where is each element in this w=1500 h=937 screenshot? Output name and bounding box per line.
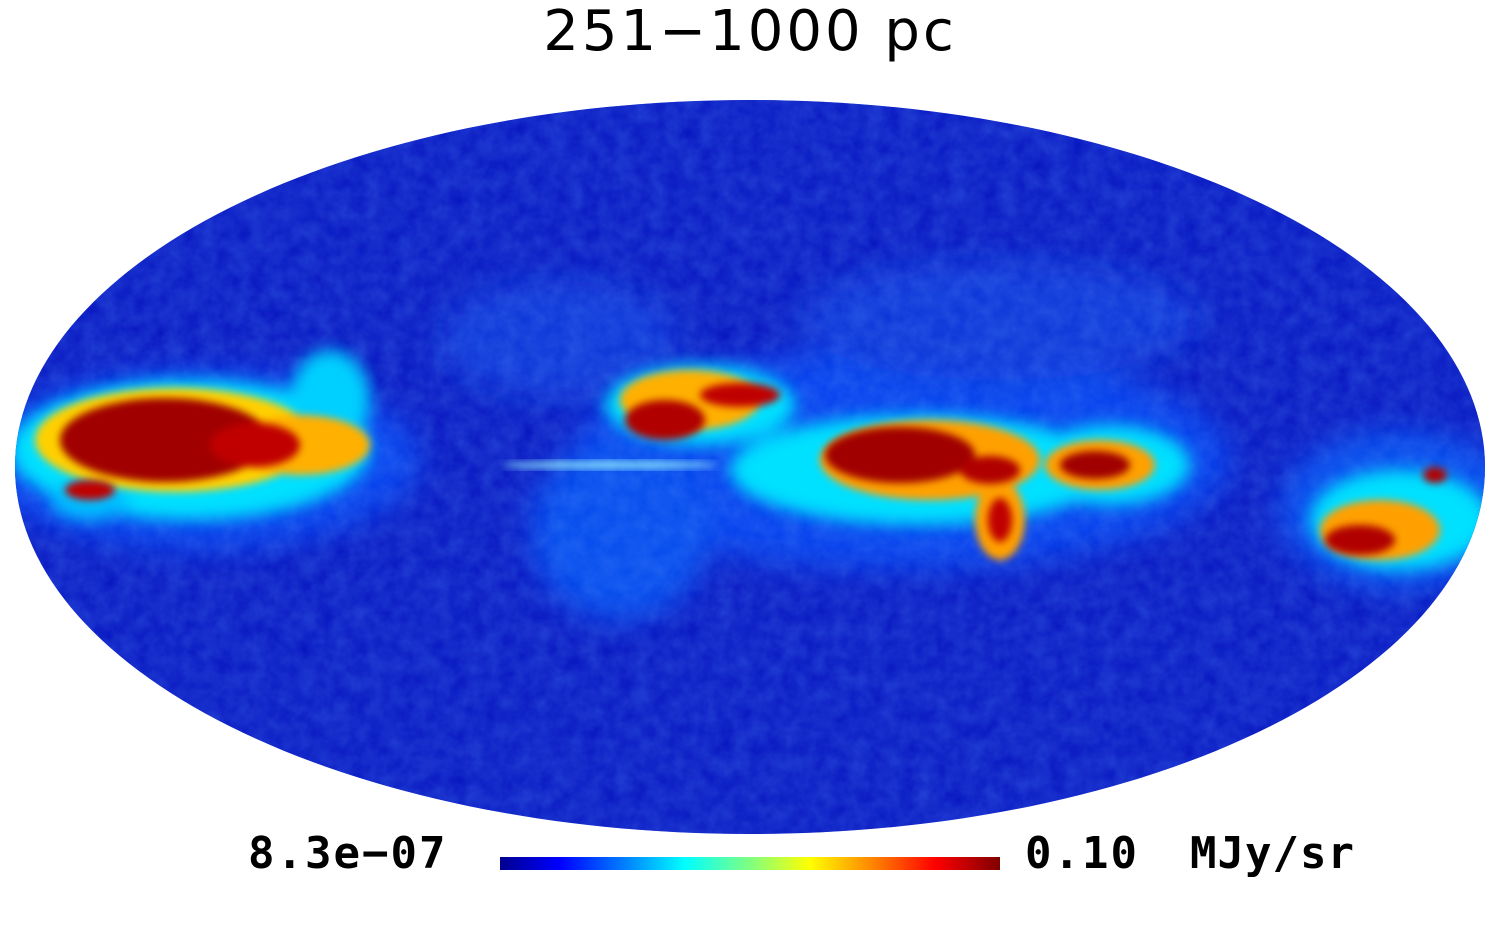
- emission-cores: [60, 383, 1447, 555]
- sky-map: [0, 90, 1500, 850]
- mollweide-projection: [15, 100, 1485, 834]
- colorbar-min-label: 8.3e−07: [248, 828, 448, 879]
- colorbar: [500, 857, 1000, 870]
- colorbar-row: 8.3e−07 0.10 MJy/sr: [0, 820, 1500, 900]
- colorbar-unit-label: MJy/sr: [1190, 828, 1355, 879]
- colorbar-max-label: 0.10: [1025, 828, 1139, 879]
- map-title: 251−1000 pc: [543, 0, 957, 64]
